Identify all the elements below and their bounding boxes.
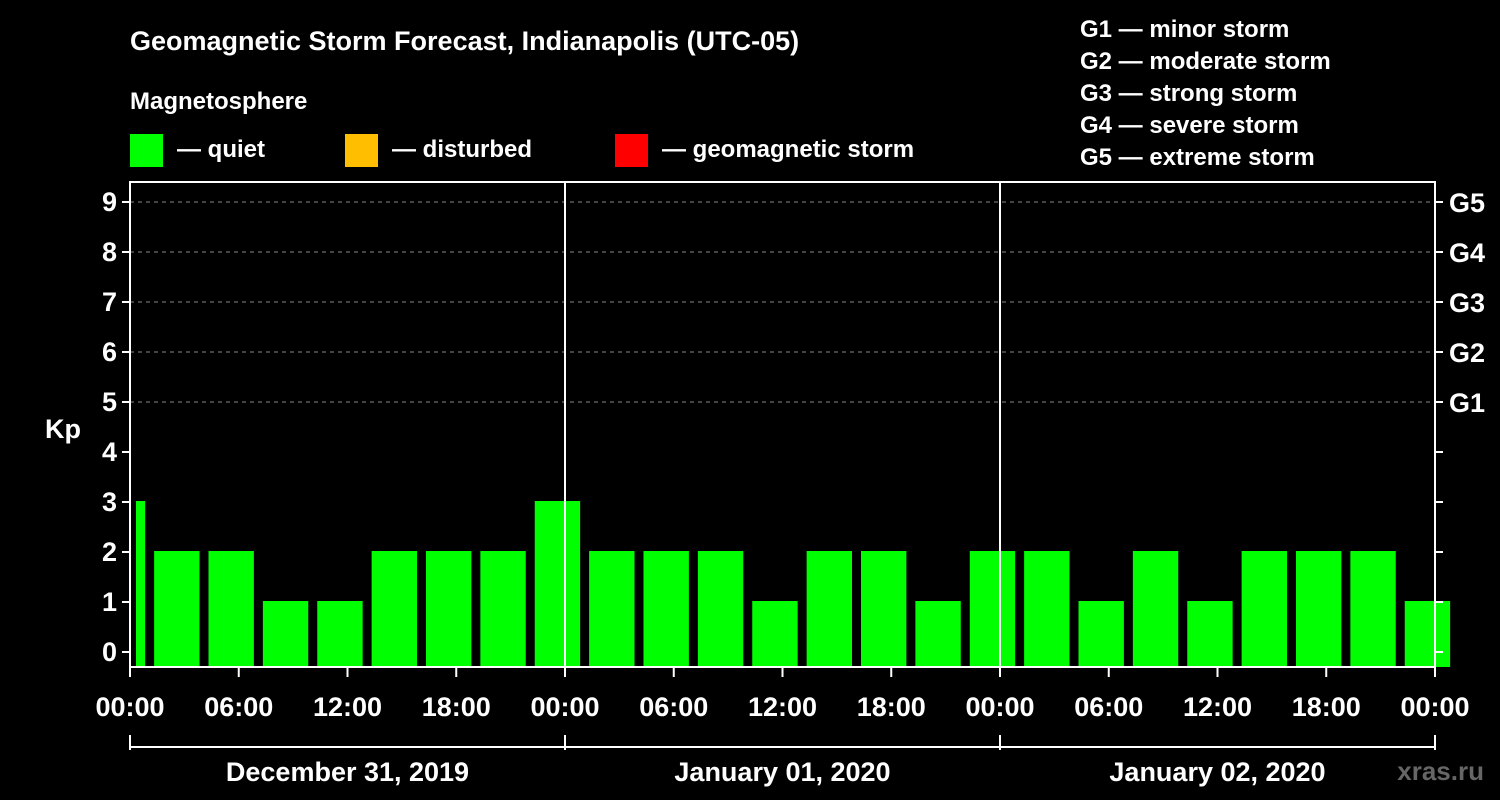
x-tick-label: 00:00 — [965, 692, 1034, 722]
bar — [1187, 601, 1233, 667]
x-tick-label: 18:00 — [1292, 692, 1361, 722]
legend-swatch — [130, 134, 163, 167]
x-tick-label: 12:00 — [1183, 692, 1252, 722]
bar — [752, 601, 798, 667]
y-tick-label: 7 — [102, 287, 117, 317]
storm-scale-legend: G1 — minor storm G2 — moderate storm G3 — … — [1080, 16, 1331, 171]
bar — [697, 551, 744, 667]
x-axis: 00:00 06:00 12:00 18:00 00:00 06:00 12:00 18:00… — [95, 667, 1470, 722]
x-tick-label: 00:00 — [530, 692, 599, 722]
legend-label: — disturbed — [392, 136, 532, 163]
bar — [1241, 551, 1287, 667]
bar — [371, 551, 417, 667]
day-separators — [564, 182, 1001, 667]
x-tick-label: 06:00 — [204, 692, 273, 722]
bar — [1296, 551, 1342, 667]
x-tick-label: 18:00 — [422, 692, 491, 722]
y-tick-label: 0 — [102, 637, 117, 667]
g-scale-axis: G1 G2 G3 G4 G5 — [1435, 188, 1485, 653]
bar — [1132, 551, 1179, 667]
bar — [643, 551, 689, 667]
status-legend: — quiet — disturbed — geomagnetic storm — [130, 134, 914, 167]
g-level-label: G3 — [1449, 288, 1485, 318]
bar — [480, 551, 526, 667]
bar — [589, 551, 635, 667]
plot-frame — [129, 181, 1436, 668]
bar — [426, 551, 472, 667]
y-tick-label: 1 — [102, 587, 117, 617]
g-level-label: G1 — [1449, 388, 1485, 418]
day-label: January 02, 2020 — [1109, 757, 1325, 787]
x-tick-label: 00:00 — [1400, 692, 1469, 722]
storm-scale-item: G1 — minor storm — [1080, 16, 1289, 43]
bar — [534, 501, 581, 667]
bar — [262, 601, 309, 667]
day-label: January 01, 2020 — [674, 757, 890, 787]
chart-title: Geomagnetic Storm Forecast, Indianapolis… — [130, 26, 799, 56]
grid — [130, 201, 1435, 403]
bar — [1024, 551, 1070, 667]
storm-scale-item: G5 — extreme storm — [1080, 144, 1315, 171]
x-tick-label: 06:00 — [1074, 692, 1143, 722]
y-tick-label: 5 — [102, 387, 117, 417]
day-axis: December 31, 2019 January 01, 2020 January… — [129, 735, 1436, 787]
x-tick-label: 12:00 — [748, 692, 817, 722]
g-level-label: G4 — [1449, 238, 1485, 268]
bars — [136, 501, 1451, 667]
watermark: xras.ru — [1397, 756, 1484, 786]
x-tick-label: 18:00 — [857, 692, 926, 722]
bar — [915, 601, 961, 667]
x-tick-label: 00:00 — [95, 692, 164, 722]
bar — [154, 551, 200, 667]
g-level-label: G5 — [1449, 188, 1485, 218]
legend-label: — geomagnetic storm — [662, 136, 914, 163]
legend-swatch — [345, 134, 378, 167]
y-tick-label: 2 — [102, 537, 117, 567]
bar — [1078, 601, 1124, 667]
bar — [806, 551, 852, 667]
bar — [1404, 601, 1451, 667]
g-level-label: G2 — [1449, 338, 1485, 368]
day-label: December 31, 2019 — [226, 757, 469, 787]
y-tick-label: 9 — [102, 187, 117, 217]
bar — [208, 551, 254, 667]
bar — [317, 601, 363, 667]
y-axis-label: Kp — [45, 414, 81, 444]
y-tick-label: 3 — [102, 487, 117, 517]
chart-subtitle: Magnetosphere — [130, 88, 307, 115]
storm-scale-item: G2 — moderate storm — [1080, 48, 1331, 75]
bar — [1350, 551, 1396, 667]
legend-swatch — [615, 134, 648, 167]
legend-label: — quiet — [177, 136, 265, 163]
y-tick-label: 4 — [102, 437, 117, 467]
storm-scale-item: G3 — strong storm — [1080, 80, 1297, 107]
x-tick-label: 12:00 — [313, 692, 382, 722]
x-tick-label: 06:00 — [639, 692, 708, 722]
bar — [969, 551, 1016, 667]
y-axis: 0 1 2 3 4 5 6 7 8 9 — [102, 187, 130, 667]
y-tick-label: 8 — [102, 237, 117, 267]
storm-scale-item: G4 — severe storm — [1080, 112, 1299, 139]
bar — [861, 551, 907, 667]
y-tick-label: 6 — [102, 337, 117, 367]
bar — [136, 501, 146, 667]
